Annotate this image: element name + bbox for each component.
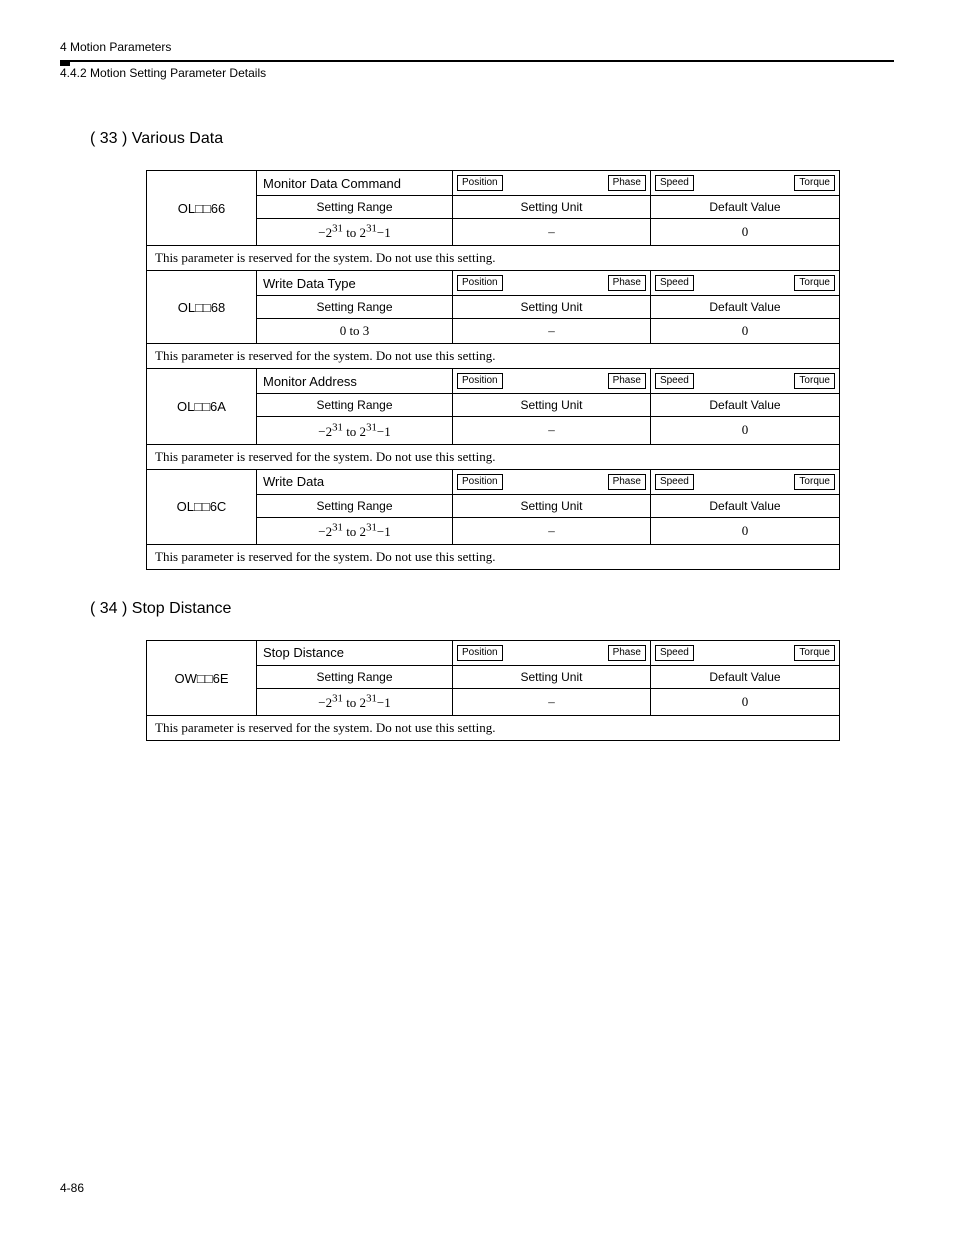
mode-badges: Position Phase [453,640,651,665]
mode-badge: Position [457,175,503,191]
column-label: Setting Range [257,394,453,417]
mode-badges: Speed Torque [650,369,839,394]
column-value: – [453,417,651,444]
column-label: Setting Unit [453,665,651,688]
column-label: Setting Range [257,196,453,219]
mode-badges: Speed Torque [650,640,839,665]
parameter-name: Monitor Address [257,369,453,394]
section-heading: ( 33 ) Various Data [90,130,894,148]
mode-badge: Phase [608,275,646,291]
column-value: – [453,219,651,246]
header-section: 4.4.2 Motion Setting Parameter Details [60,66,894,80]
column-label: Default Value [650,665,839,688]
parameter-note: This parameter is reserved for the syste… [147,246,840,271]
mode-badges: Position Phase [453,469,651,494]
register-id: OW□□6E [147,640,257,715]
column-label: Setting Unit [453,494,651,517]
parameter-name: Write Data Type [257,271,453,296]
column-label: Default Value [650,494,839,517]
parameter-note: This parameter is reserved for the syste… [147,444,840,469]
mode-badges: Position Phase [453,271,651,296]
parameter-note: This parameter is reserved for the syste… [147,344,840,369]
mode-badges: Speed Torque [650,469,839,494]
mode-badge: Torque [794,474,835,490]
mode-badge: Phase [608,175,646,191]
mode-badge: Torque [794,175,835,191]
column-value: 0 [650,517,839,544]
mode-badge: Position [457,373,503,389]
mode-badges: Position Phase [453,369,651,394]
mode-badge: Position [457,474,503,490]
mode-badge: Speed [655,175,694,191]
mode-badge: Speed [655,474,694,490]
parameter-name: Write Data [257,469,453,494]
mode-badge: Phase [608,373,646,389]
parameter-name: Monitor Data Command [257,171,453,196]
column-label: Default Value [650,394,839,417]
column-value: −231 to 231−1 [257,417,453,444]
column-label: Setting Range [257,665,453,688]
mode-badge: Torque [794,645,835,661]
parameter-name: Stop Distance [257,640,453,665]
parameter-table: OW□□6EStop DistancePosition Phase Speed Tor… [146,640,840,741]
mode-badges: Speed Torque [650,171,839,196]
column-value: −231 to 231−1 [257,688,453,715]
column-label: Default Value [650,196,839,219]
register-id: OL□□6C [147,469,257,544]
mode-badge: Speed [655,275,694,291]
header-chapter: 4 Motion Parameters [60,40,894,54]
mode-badge: Torque [794,373,835,389]
page-number: 4-86 [60,1181,84,1195]
column-value: 0 [650,688,839,715]
mode-badges: Speed Torque [650,271,839,296]
column-label: Setting Range [257,296,453,319]
column-value: 0 [650,319,839,344]
mode-badge: Torque [794,275,835,291]
mode-badge: Speed [655,373,694,389]
mode-badge: Position [457,645,503,661]
section-heading: ( 34 ) Stop Distance [90,600,894,618]
register-id: OL□□66 [147,171,257,246]
column-value: – [453,688,651,715]
column-value: 0 [650,219,839,246]
column-value: 0 to 3 [257,319,453,344]
parameter-note: This parameter is reserved for the syste… [147,716,840,741]
column-label: Setting Range [257,494,453,517]
column-label: Setting Unit [453,394,651,417]
mode-badge: Phase [608,474,646,490]
mode-badges: Position Phase [453,171,651,196]
column-label: Setting Unit [453,196,651,219]
mode-badge: Position [457,275,503,291]
column-value: −231 to 231−1 [257,517,453,544]
mode-badge: Speed [655,645,694,661]
column-value: – [453,517,651,544]
column-value: −231 to 231−1 [257,219,453,246]
mode-badge: Phase [608,645,646,661]
register-id: OL□□6A [147,369,257,444]
column-value: 0 [650,417,839,444]
header-rule [60,60,894,62]
parameter-table: OL□□66Monitor Data CommandPositionPhaseS… [146,170,840,570]
parameter-note: This parameter is reserved for the syste… [147,544,840,569]
register-id: OL□□68 [147,271,257,344]
column-label: Default Value [650,296,839,319]
column-label: Setting Unit [453,296,651,319]
column-value: – [453,319,651,344]
